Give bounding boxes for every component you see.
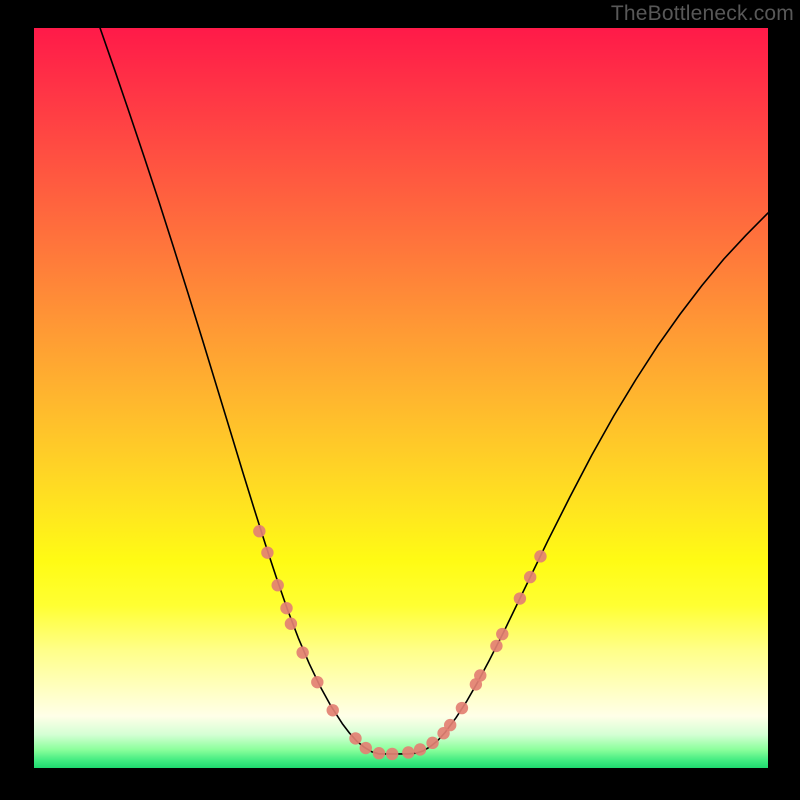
frame-border-left bbox=[0, 0, 34, 800]
data-marker bbox=[280, 602, 292, 614]
data-marker bbox=[514, 592, 526, 604]
data-marker bbox=[414, 743, 426, 755]
data-marker bbox=[524, 571, 536, 583]
data-marker bbox=[360, 742, 372, 754]
data-marker bbox=[490, 640, 502, 652]
data-marker bbox=[426, 737, 438, 749]
data-marker bbox=[474, 669, 486, 681]
data-marker bbox=[285, 618, 297, 630]
data-marker bbox=[386, 748, 398, 760]
data-marker bbox=[261, 546, 273, 558]
chart-svg bbox=[34, 28, 768, 768]
data-marker bbox=[311, 676, 323, 688]
frame-border-bottom bbox=[0, 768, 800, 800]
data-marker bbox=[534, 550, 546, 562]
data-marker bbox=[327, 704, 339, 716]
data-marker bbox=[271, 579, 283, 591]
plot-area bbox=[34, 28, 768, 768]
data-marker bbox=[402, 746, 414, 758]
data-marker bbox=[349, 732, 361, 744]
gradient-background bbox=[34, 28, 768, 768]
data-marker bbox=[444, 719, 456, 731]
data-marker bbox=[456, 702, 468, 714]
data-marker bbox=[496, 628, 508, 640]
data-marker bbox=[253, 525, 265, 537]
data-marker bbox=[296, 646, 308, 658]
frame-border-right bbox=[768, 0, 800, 800]
data-marker bbox=[373, 747, 385, 759]
watermark-text: TheBottleneck.com bbox=[611, 2, 794, 26]
